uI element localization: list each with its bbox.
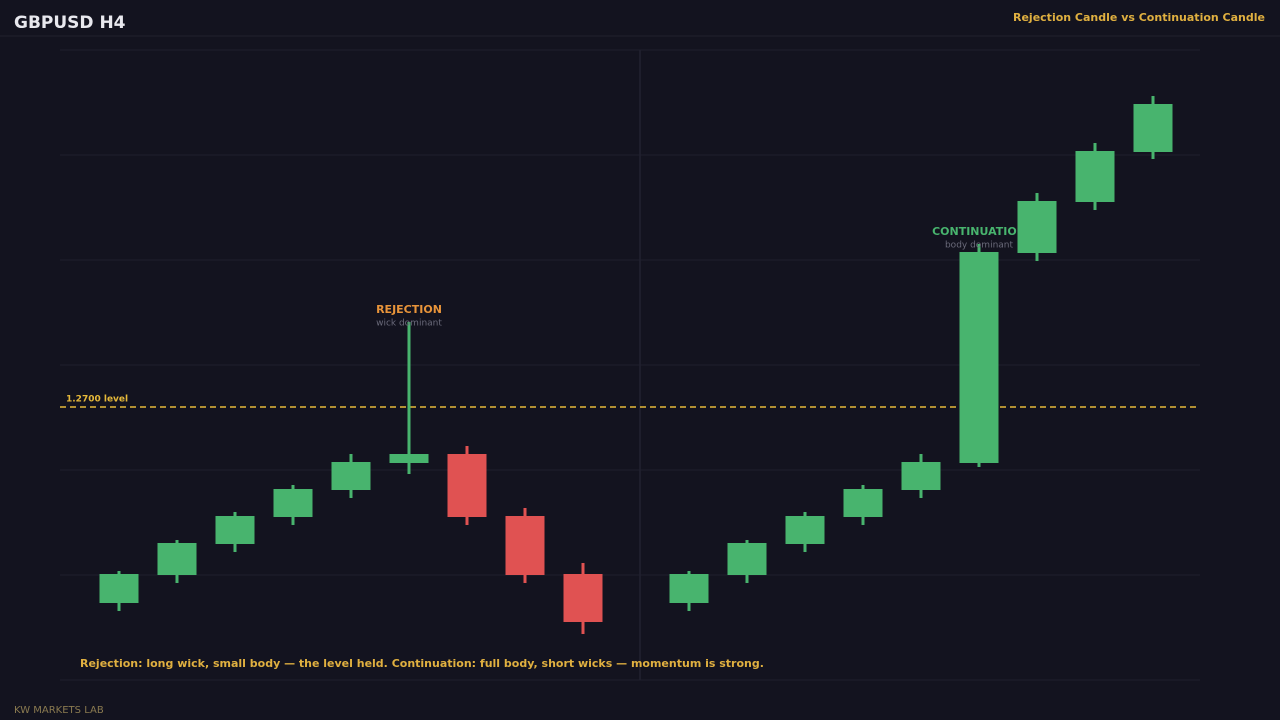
candle-body bbox=[727, 543, 767, 575]
candle-body bbox=[389, 454, 429, 463]
candle-body bbox=[505, 516, 545, 575]
candle-body bbox=[843, 489, 883, 517]
title: GBPUSD H4 bbox=[14, 13, 126, 33]
candle-body bbox=[331, 462, 371, 490]
footer: KW MARKETS LAB bbox=[14, 705, 104, 716]
annotation-title: CONTINUATION bbox=[932, 225, 1026, 238]
candle-body bbox=[563, 574, 603, 622]
candle-body bbox=[959, 252, 999, 463]
subtitle: Rejection Candle vs Continuation Candle bbox=[1013, 11, 1265, 24]
candle-body bbox=[99, 574, 139, 603]
candle-body bbox=[447, 454, 487, 517]
candle-body bbox=[157, 543, 197, 575]
level-label: 1.2700 level bbox=[66, 395, 128, 405]
note: Rejection: long wick, small body — the l… bbox=[80, 657, 764, 670]
candle-body bbox=[215, 516, 255, 544]
candle-body bbox=[901, 462, 941, 490]
candle-body bbox=[785, 516, 825, 544]
candle-body bbox=[1017, 201, 1057, 253]
annotation-subtitle: body dominant bbox=[945, 241, 1014, 251]
candle-body bbox=[1075, 151, 1115, 202]
candle-body bbox=[669, 574, 709, 603]
candle-body bbox=[1133, 104, 1173, 152]
annotation-title: REJECTION bbox=[376, 303, 442, 316]
annotation-subtitle: wick dominant bbox=[376, 319, 442, 329]
candle-body bbox=[273, 489, 313, 517]
